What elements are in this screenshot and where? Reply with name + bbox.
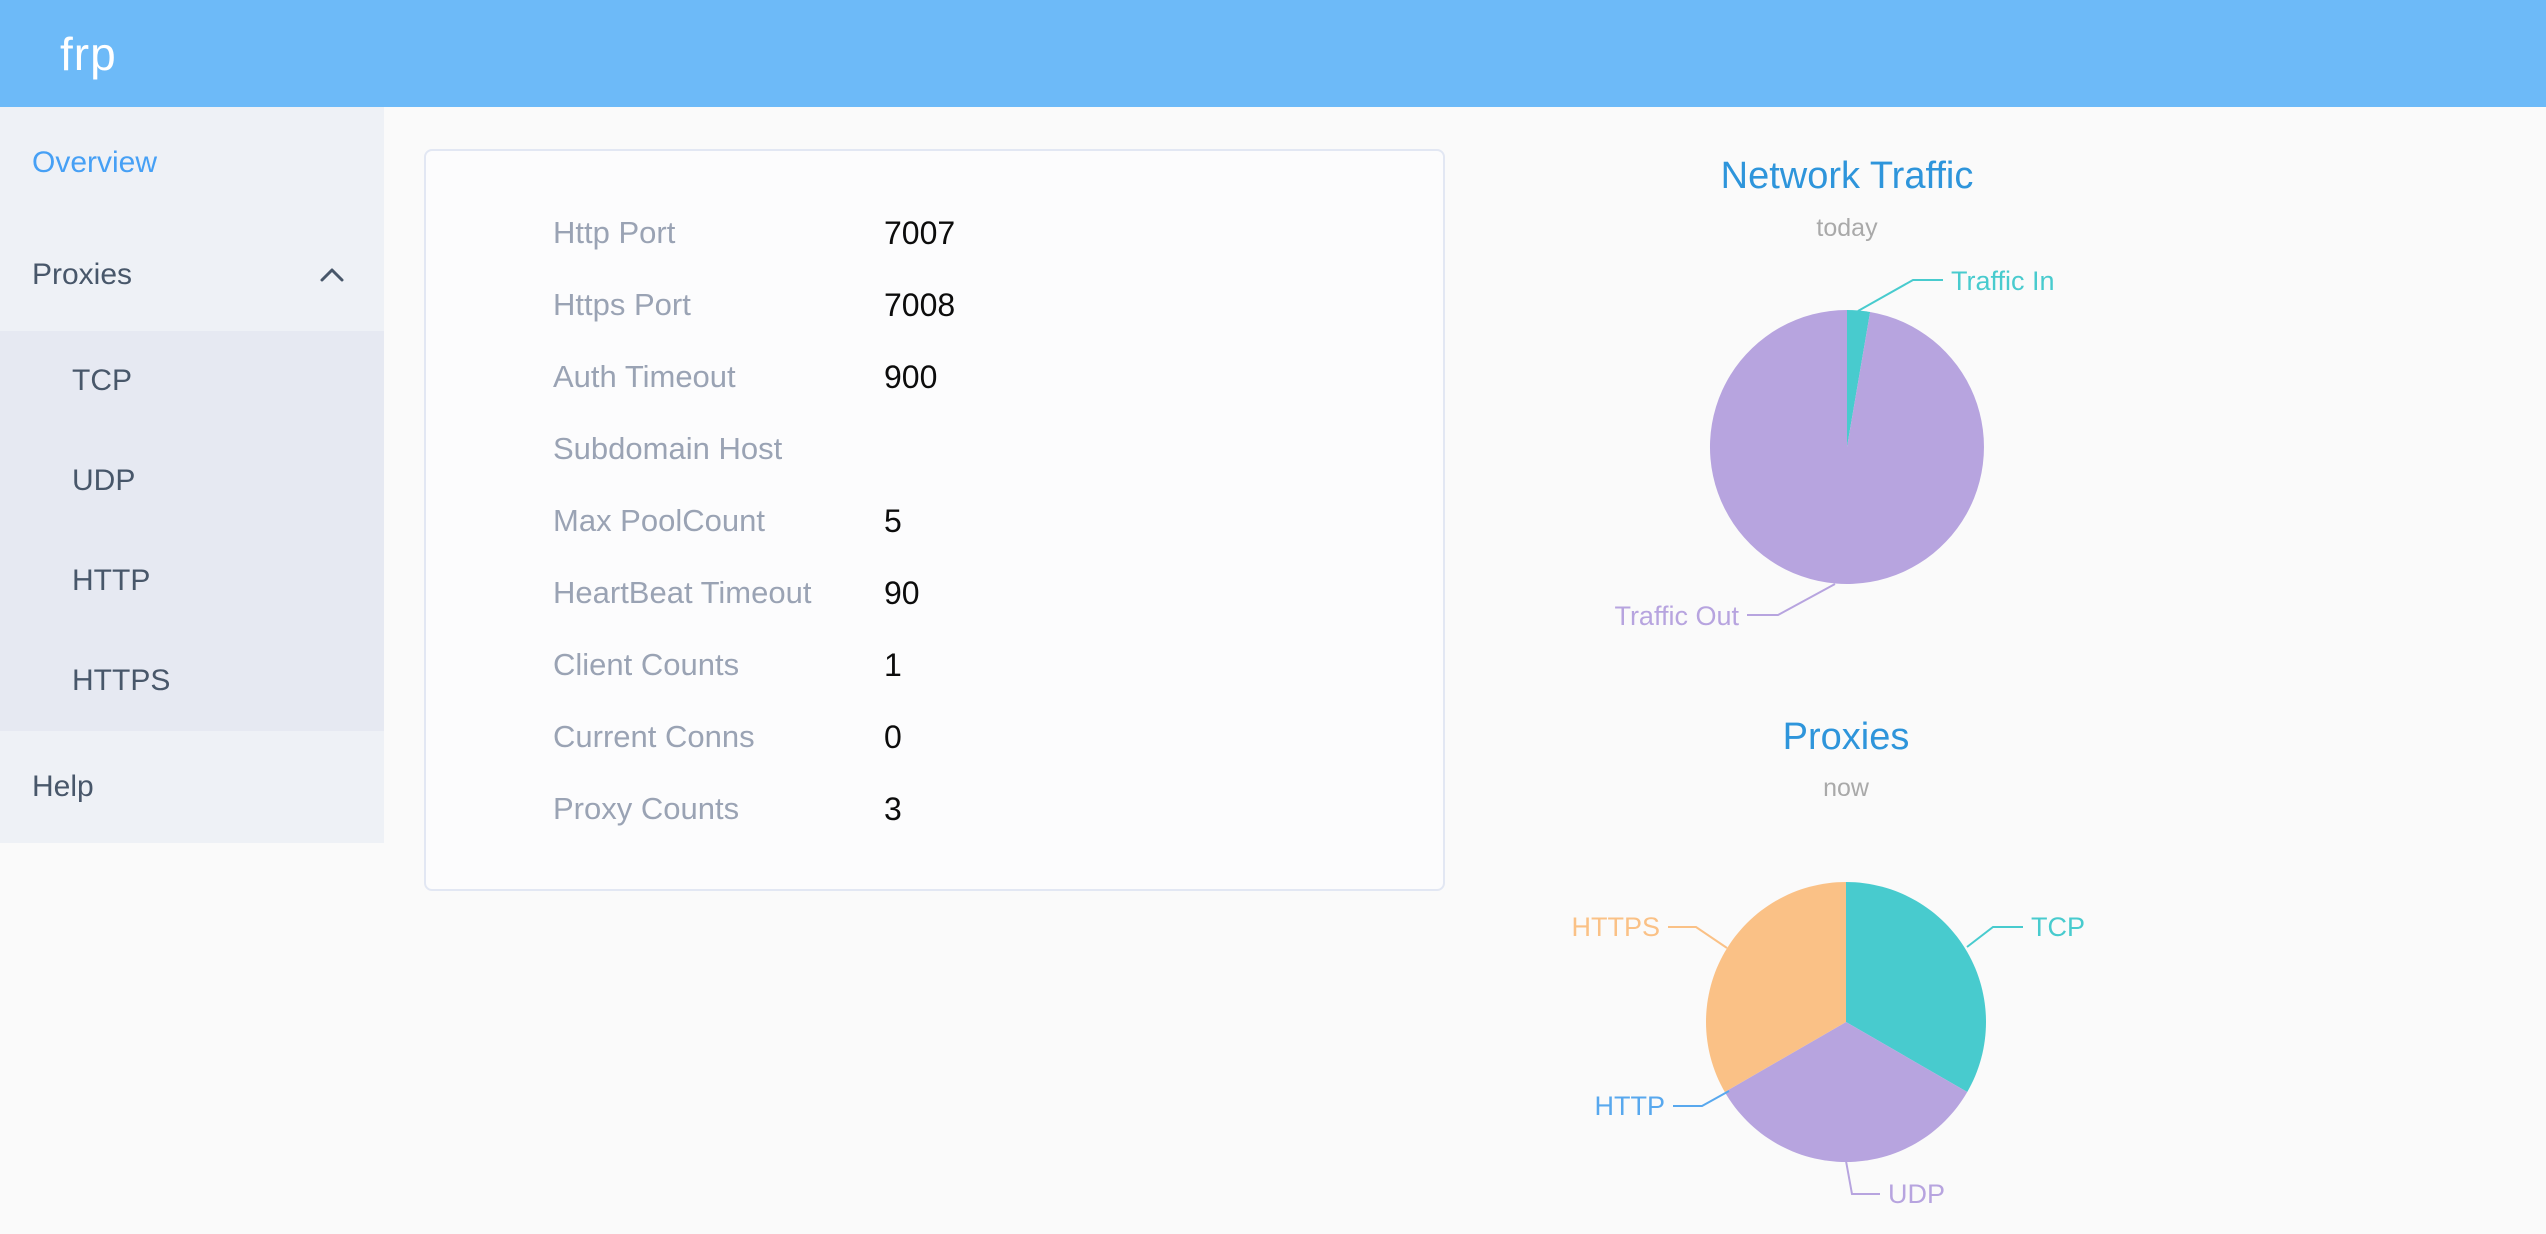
info-label: HeartBeat Timeout: [553, 575, 812, 610]
info-row-auth-timeout: Auth Timeout 900: [426, 341, 1443, 413]
info-label: Auth Timeout: [553, 359, 736, 394]
network-traffic-pie-slices[interactable]: [1709, 310, 1984, 584]
info-label: Max PoolCount: [553, 503, 765, 538]
pie-slice-udp[interactable]: [1724, 1022, 1968, 1162]
pie-slice-traffic-out[interactable]: [1709, 310, 1984, 584]
pie-label-traffic-out: Traffic Out: [1614, 601, 1739, 631]
label-line-traffic-in: [1857, 279, 1943, 312]
label-line-https: [1668, 926, 1728, 949]
pie-label-http: HTTP: [1595, 1091, 1666, 1121]
chart-subtitle: today: [1816, 214, 1878, 242]
info-row-client-counts: Client Counts 1: [426, 629, 1443, 701]
sidebar: Overview Proxies TCP UDP HTTP HTTPS: [0, 107, 384, 843]
pie-label-tcp: TCP: [2031, 912, 2085, 942]
sidebar-item-label: TCP: [72, 364, 132, 397]
label-line-traffic-out: [1747, 583, 1836, 616]
proxies-pie-slices[interactable]: [1706, 882, 1986, 1162]
info-row-proxy-counts: Proxy Counts 3: [426, 773, 1443, 845]
info-label: Current Conns: [553, 719, 755, 754]
app-header: frp: [0, 0, 2546, 107]
info-value: 7008: [884, 286, 956, 323]
sidebar-item-help[interactable]: Help: [0, 731, 384, 843]
sidebar-item-udp[interactable]: UDP: [0, 431, 384, 531]
sidebar-item-http[interactable]: HTTP: [0, 531, 384, 631]
pie-slice-tcp[interactable]: [1846, 882, 1986, 1092]
sidebar-item-label: UDP: [72, 464, 136, 497]
info-row-current-conns: Current Conns 0: [426, 701, 1443, 773]
info-label: Client Counts: [553, 647, 740, 682]
sidebar-item-label: HTTP: [72, 564, 151, 597]
info-value: 3: [884, 790, 902, 827]
proxies-submenu: TCP UDP HTTP HTTPS: [0, 331, 384, 731]
pie-slice-traffic-in[interactable]: [1847, 310, 1871, 447]
info-value: 1: [884, 646, 902, 683]
info-label: Https Port: [553, 287, 691, 322]
sidebar-item-label: Help: [32, 770, 94, 803]
pie-label-udp: UDP: [1888, 1179, 1945, 1209]
pie-label-https: HTTPS: [1571, 912, 1660, 942]
label-line-tcp: [1966, 926, 2023, 948]
pie-label-traffic-in: Traffic In: [1951, 266, 2055, 296]
label-line-http: [1673, 1090, 1730, 1107]
network-traffic-chart: Network Traffic today Traffic In Traffic…: [1614, 155, 2055, 631]
chart-title: Proxies: [1783, 716, 1910, 758]
info-value: 900: [884, 358, 938, 395]
sidebar-item-overview[interactable]: Overview: [0, 107, 384, 219]
sidebar-item-https[interactable]: HTTPS: [0, 631, 384, 731]
app-logo: frp: [60, 27, 117, 80]
sidebar-item-proxies[interactable]: Proxies: [0, 219, 384, 331]
info-row-https-port: Https Port 7008: [426, 269, 1443, 341]
info-value: 90: [884, 574, 920, 611]
label-line-udp: [1845, 1160, 1880, 1195]
sidebar-item-label: Overview: [32, 146, 158, 179]
info-label: Subdomain Host: [553, 431, 783, 466]
info-row-heartbeat-timeout: HeartBeat Timeout 90: [426, 557, 1443, 629]
sidebar-item-label: Proxies: [32, 258, 133, 291]
info-value: 7007: [884, 214, 956, 251]
chevron-up-icon: [318, 266, 346, 284]
info-row-max-poolcount: Max PoolCount 5: [426, 485, 1443, 557]
sidebar-item-label: HTTPS: [72, 664, 171, 697]
info-label: Proxy Counts: [553, 791, 740, 826]
pie-slice-https[interactable]: [1706, 882, 1846, 1092]
sidebar-item-tcp[interactable]: TCP: [0, 331, 384, 431]
info-row-subdomain-host: Subdomain Host: [426, 413, 1443, 485]
server-info-card: Http Port 7007 Https Port 7008 Auth Time…: [424, 149, 1445, 891]
chart-title: Network Traffic: [1721, 155, 1974, 197]
chart-subtitle: now: [1823, 774, 1870, 802]
info-value: 0: [884, 718, 902, 755]
proxies-chart: Proxies now TCP HTTPS HTTP UDP: [1571, 716, 2085, 1209]
info-row-http-port: Http Port 7007: [426, 197, 1443, 269]
info-label: Http Port: [553, 215, 676, 250]
info-value: 5: [884, 502, 902, 539]
